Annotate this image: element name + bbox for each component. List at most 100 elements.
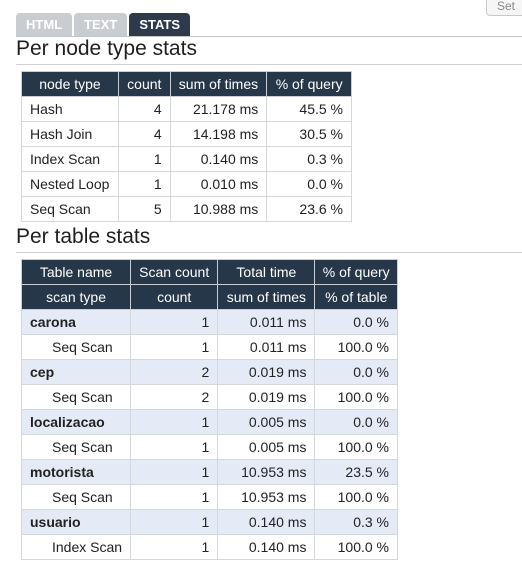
node-type-cell: Index Scan [21,146,119,172]
percent-cell: 100.0 % [314,534,398,560]
time-cell: 0.140 ms [169,146,268,172]
count-cell: 1 [117,146,171,172]
percent-cell: 0.0 % [266,171,352,197]
node-stats-title: Per node type stats [16,37,197,60]
count-cell: 2 [130,384,219,410]
percent-cell: 0.3 % [314,509,398,535]
percent-cell: 23.6 % [266,196,352,222]
percent-cell: 0.0 % [314,359,398,385]
view-tabs: HTML TEXT STATS [16,13,192,36]
table-row: Seq Scan 5 10.988 ms 23.6 % [21,196,352,222]
table-name-cell: motorista [20,459,132,485]
scan-row: Seq Scan 1 0.011 ms 100.0 % [20,334,398,360]
count-cell: 1 [130,409,219,435]
percent-cell: 100.0 % [314,384,398,410]
count-cell: 1 [130,459,219,485]
column-header: sum of times [169,71,268,97]
count-cell: 1 [130,484,219,510]
table-header-row: node type count sum of times % of query [21,71,352,97]
time-cell: 10.953 ms [217,484,316,510]
tab-text[interactable]: TEXT [74,13,128,36]
column-subheader: % of table [314,284,398,310]
node-type-cell: Nested Loop [21,171,119,197]
percent-cell: 0.3 % [266,146,352,172]
time-cell: 0.140 ms [217,534,316,560]
table-group-row: localizacao 1 0.005 ms 0.0 % [20,409,398,435]
time-cell: 0.019 ms [217,359,316,385]
column-header: % of query [266,71,352,97]
percent-cell: 30.5 % [266,121,352,147]
scan-row: Seq Scan 2 0.019 ms 100.0 % [20,384,398,410]
tab-html[interactable]: HTML [16,13,73,36]
time-cell: 0.019 ms [217,384,316,410]
column-header: count [117,71,171,97]
table-stats-table: Table name Scan count Total time % of qu… [20,259,398,560]
time-cell: 0.005 ms [217,434,316,460]
column-subheader: sum of times [217,284,316,310]
table-name-cell: usuario [20,509,132,535]
scan-type-cell: Seq Scan [20,484,132,510]
time-cell: 10.953 ms [217,459,316,485]
table-row: Hash Join 4 14.198 ms 30.5 % [21,121,352,147]
time-cell: 0.010 ms [169,171,268,197]
percent-cell: 100.0 % [314,484,398,510]
table-name-cell: carona [20,309,132,335]
scan-row: Seq Scan 1 10.953 ms 100.0 % [20,484,398,510]
table-stats-title: Per table stats [16,225,151,248]
count-cell: 4 [117,96,171,122]
table-row: Hash 4 21.178 ms 45.5 % [21,96,352,122]
column-header: % of query [314,259,398,285]
column-subheader: scan type [20,284,132,310]
scan-type-cell: Seq Scan [20,384,132,410]
time-cell: 0.140 ms [217,509,316,535]
table-group-row: cep 2 0.019 ms 0.0 % [20,359,398,385]
column-header: Total time [217,259,316,285]
count-cell: 1 [117,171,171,197]
count-cell: 1 [130,434,219,460]
count-cell: 1 [130,534,219,560]
column-subheader: count [130,284,219,310]
count-cell: 1 [130,309,219,335]
scan-type-cell: Seq Scan [20,334,132,360]
node-type-cell: Seq Scan [21,196,119,222]
column-header: node type [21,71,119,97]
time-cell: 14.198 ms [169,121,268,147]
percent-cell: 100.0 % [314,434,398,460]
node-type-stats-table: node type count sum of times % of query … [21,71,352,222]
table-subheader-row: scan type count sum of times % of table [20,284,398,310]
scan-type-cell: Index Scan [20,534,132,560]
time-cell: 0.011 ms [217,309,316,335]
table-header-row: Table name Scan count Total time % of qu… [20,259,398,285]
count-cell: 1 [130,334,219,360]
table-row: Index Scan 1 0.140 ms 0.3 % [21,146,352,172]
count-cell: 4 [117,121,171,147]
scan-row: Index Scan 1 0.140 ms 100.0 % [20,534,398,560]
section-divider [16,252,522,253]
percent-cell: 0.0 % [314,309,398,335]
percent-cell: 23.5 % [314,459,398,485]
percent-cell: 0.0 % [314,409,398,435]
table-name-cell: localizacao [20,409,132,435]
table-group-row: motorista 1 10.953 ms 23.5 % [20,459,398,485]
section-divider [16,64,522,65]
time-cell: 10.988 ms [169,196,268,222]
table-group-row: carona 1 0.011 ms 0.0 % [20,309,398,335]
column-header: Table name [20,259,132,285]
settings-button[interactable]: Set [486,0,522,16]
node-type-cell: Hash [21,96,119,122]
count-cell: 2 [130,359,219,385]
scan-type-cell: Seq Scan [20,434,132,460]
time-cell: 21.178 ms [169,96,268,122]
percent-cell: 45.5 % [266,96,352,122]
time-cell: 0.011 ms [217,334,316,360]
node-type-cell: Hash Join [21,121,119,147]
table-group-row: usuario 1 0.140 ms 0.3 % [20,509,398,535]
column-header: Scan count [130,259,219,285]
count-cell: 1 [130,509,219,535]
table-row: Nested Loop 1 0.010 ms 0.0 % [21,171,352,197]
percent-cell: 100.0 % [314,334,398,360]
tab-stats[interactable]: STATS [129,13,191,36]
time-cell: 0.005 ms [217,409,316,435]
tab-divider [16,36,522,37]
